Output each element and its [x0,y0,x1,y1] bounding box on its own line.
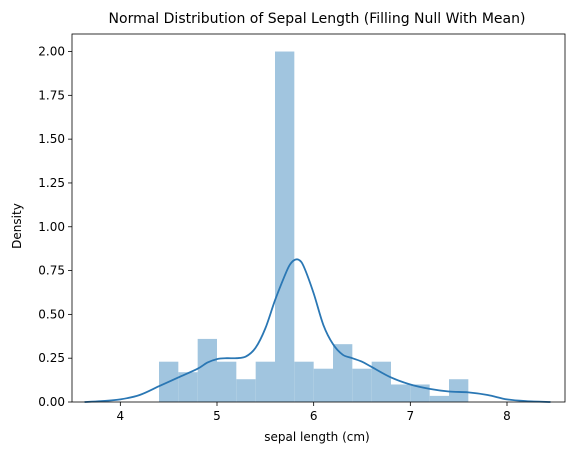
histogram-bar-5 [255,361,275,402]
histogram-bar-2 [197,338,217,402]
y-tick-label: 0.00 [38,395,65,409]
histogram-bar-4 [236,379,256,402]
y-tick-label: 1.50 [38,132,65,146]
y-axis-label: Density [10,203,24,249]
x-axis-label: sepal length (cm) [264,430,369,444]
x-tick-label: 8 [503,409,511,423]
y-tick-label: 0.75 [38,264,65,278]
x-tick-label: 4 [117,409,125,423]
y-tick-label: 1.00 [38,220,65,234]
y-tick-label: 0.25 [38,351,65,365]
y-tick-label: 1.25 [38,176,65,190]
histogram-bar-8 [313,368,333,402]
x-tick-label: 7 [407,409,415,423]
histogram-bar-7 [294,361,314,402]
x-tick-label: 6 [310,409,318,423]
y-tick-label: 2.00 [38,45,65,59]
histogram-bars [159,51,469,403]
histogram-bar-12 [391,384,411,402]
y-axis: 0.00 0.25 0.50 0.75 1.00 1.25 1.50 1.75 2.00 [38,45,72,409]
histogram-bar-9 [333,344,353,402]
histogram-bar-11 [371,361,391,402]
histogram-bar-10 [352,368,372,402]
histogram-bar-14 [429,395,449,402]
histogram-bar-1 [178,372,198,402]
kde-line [84,258,551,403]
chart-title: Normal Distribution of Sepal Length (Fil… [109,11,526,27]
histogram-bar-3 [217,361,237,402]
x-axis: 4 5 6 7 8 [117,402,511,423]
y-tick-label: 1.75 [38,88,65,102]
plot-area-frame [71,33,566,403]
y-tick-label: 0.50 [38,307,65,321]
x-tick-label: 5 [213,409,221,423]
histogram-bar-6 [275,51,295,403]
histogram-bar-15 [449,379,469,402]
